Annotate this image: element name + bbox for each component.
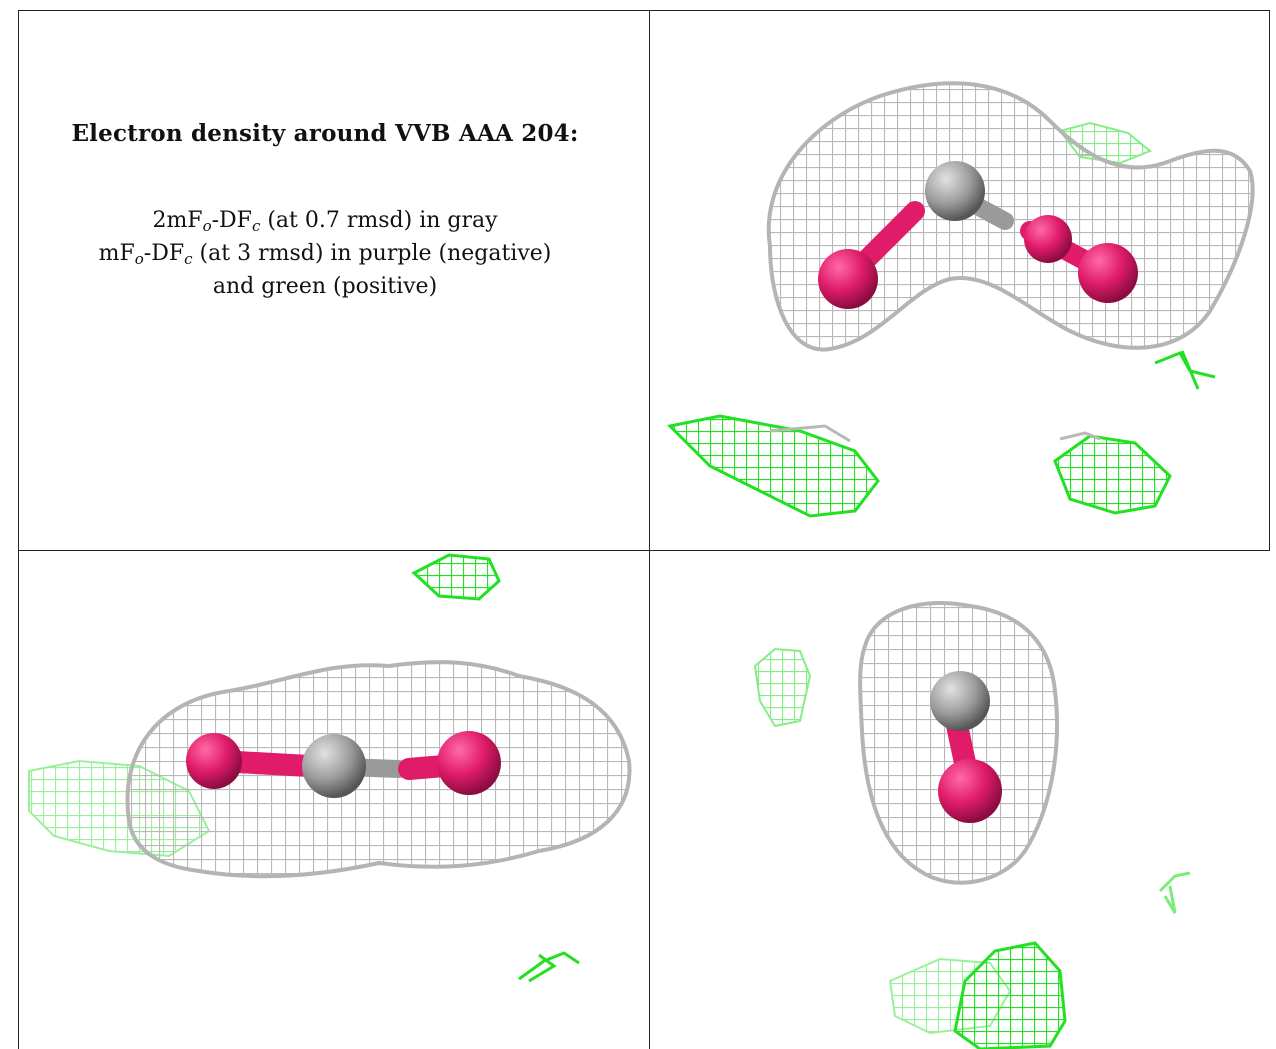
legend-fofc-mid: -DF bbox=[143, 241, 185, 266]
positive-density-blob-left bbox=[666, 414, 880, 518]
grid-center-divider bbox=[649, 10, 650, 1049]
legend-line-positive: and green (positive) bbox=[212, 274, 438, 299]
atom-oxygen-2 bbox=[1078, 243, 1138, 303]
grid-left-border-lower bbox=[18, 551, 19, 1049]
density-view-top-right bbox=[650, 11, 1269, 550]
grid-right-border bbox=[1269, 10, 1270, 550]
density-view-bottom-right bbox=[650, 551, 1276, 1049]
positive-density-blob-left bbox=[753, 647, 812, 728]
positive-density-blob-top bbox=[411, 553, 501, 601]
grid-middle-divider bbox=[18, 550, 1270, 551]
density-view-bottom-left bbox=[19, 551, 649, 1049]
legend-2fofc-sub-o: o bbox=[202, 217, 212, 235]
positive-density-blob-bottom bbox=[953, 941, 1067, 1049]
legend-fofc-sub-o: o bbox=[134, 250, 144, 268]
atom-oxygen-2 bbox=[437, 731, 501, 795]
density-render-br bbox=[753, 601, 1191, 1049]
caption-legend: 2mFo-DFc (at 0.7 rmsd) in gray mFo-DFc (… bbox=[18, 207, 632, 301]
legend-fofc-sub-c: c bbox=[184, 250, 193, 268]
legend-2fofc-suffix: (at 0.7 rmsd) in gray bbox=[260, 208, 498, 233]
caption-title: Electron density around VVB AAA 204: bbox=[71, 120, 579, 147]
atom-oxygen-3 bbox=[1024, 215, 1072, 263]
density-render-bl bbox=[28, 553, 632, 983]
positive-density-fragment bbox=[1154, 350, 1216, 390]
legend-2fofc-sub-c: c bbox=[251, 217, 261, 235]
atom-oxygen-1 bbox=[186, 733, 242, 789]
grid-top-border bbox=[18, 10, 1270, 11]
atom-carbon-1 bbox=[925, 161, 985, 221]
grid-left-border-upper bbox=[18, 10, 19, 550]
legend-line-fofc: mFo-DFc (at 3 rmsd) in purple (negative) bbox=[18, 240, 632, 273]
atom-carbon-1 bbox=[302, 734, 366, 798]
gray-density-fragment-left bbox=[769, 424, 851, 443]
legend-fofc-prefix: mF bbox=[98, 241, 135, 266]
positive-density-fragment bbox=[518, 951, 580, 983]
legend-fofc-suffix: (at 3 rmsd) in purple (negative) bbox=[192, 241, 552, 266]
legend-2fofc-mid: -DF bbox=[211, 208, 252, 233]
gray-density-fragment bbox=[1059, 431, 1101, 441]
atom-carbon-1 bbox=[930, 671, 990, 731]
legend-line-2fofc: 2mFo-DFc (at 0.7 rmsd) in gray bbox=[18, 207, 632, 240]
legend-2fofc-prefix: 2mF bbox=[152, 208, 203, 233]
positive-density-fragment bbox=[1158, 871, 1191, 914]
positive-density-blob-right bbox=[1053, 434, 1172, 515]
atom-oxygen-1 bbox=[818, 249, 878, 309]
atom-oxygen-1 bbox=[938, 759, 1002, 823]
density-render-tr bbox=[666, 81, 1255, 518]
figure-caption: Electron density around VVB AAA 204: 2mF… bbox=[18, 120, 632, 301]
